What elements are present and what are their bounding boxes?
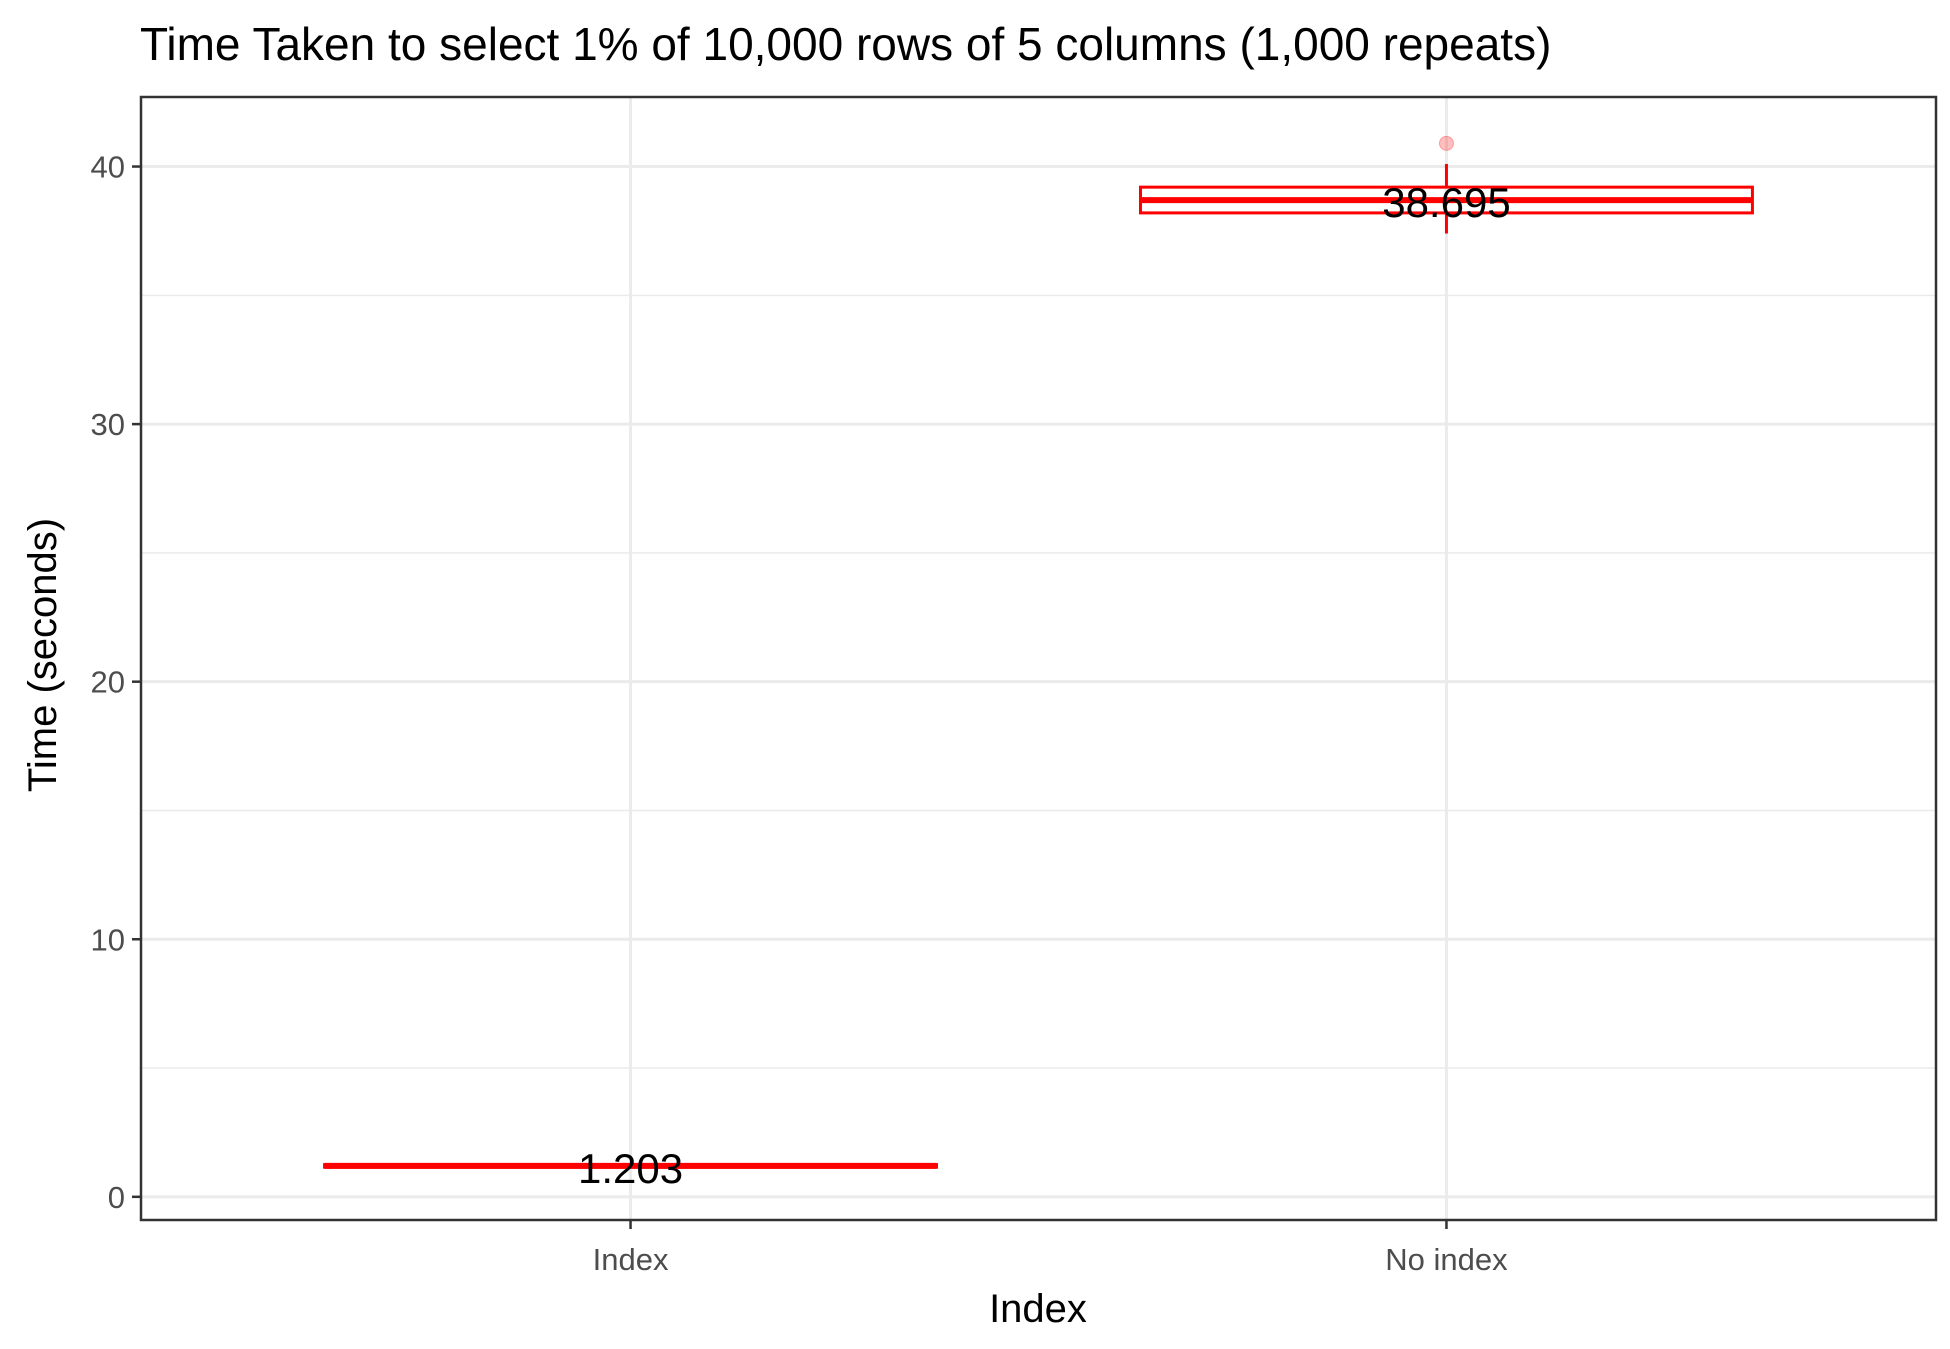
y-tick-label: 0 [108, 1180, 125, 1215]
box-no-index-median-label: 38.695 [1382, 179, 1510, 226]
x-axis-title: Index [989, 1287, 1087, 1331]
y-tick-label: 10 [91, 922, 125, 957]
chart-title: Time Taken to select 1% of 10,000 rows o… [140, 18, 1551, 70]
box-no-index-outlier [1438, 135, 1454, 151]
y-axis-title: Time (seconds) [21, 518, 65, 792]
x-tick-label: Index [593, 1242, 669, 1277]
y-tick-label: 30 [91, 407, 125, 442]
plot-area: 1.203 38.695 0 10 20 30 40 Index No index [91, 95, 1938, 1277]
y-tick-label: 40 [91, 150, 125, 185]
box-index-median-label: 1.203 [578, 1145, 683, 1192]
x-tick-label: No index [1385, 1242, 1508, 1277]
panel-border [139, 95, 1938, 1222]
y-tick-label: 20 [91, 665, 125, 700]
